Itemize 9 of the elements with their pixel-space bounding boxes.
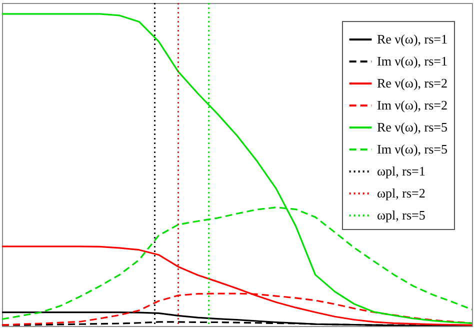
annotation: ωpl, rs=1: [377, 164, 426, 178]
annotation: ωpl, rs=5: [377, 208, 426, 222]
legend-label: Re ν(ω), rs=5: [377, 120, 448, 134]
legend-label: Im ν(ω), rs=1: [377, 54, 448, 68]
legend-label: Re ν(ω), rs=2: [377, 76, 448, 90]
legend-label: Im ν(ω), rs=5: [377, 142, 448, 156]
legend-label: Im ν(ω), rs=2: [377, 98, 448, 112]
legend-label: Re ν(ω), rs=1: [377, 32, 448, 46]
annotation: ωpl, rs=2: [377, 186, 426, 200]
